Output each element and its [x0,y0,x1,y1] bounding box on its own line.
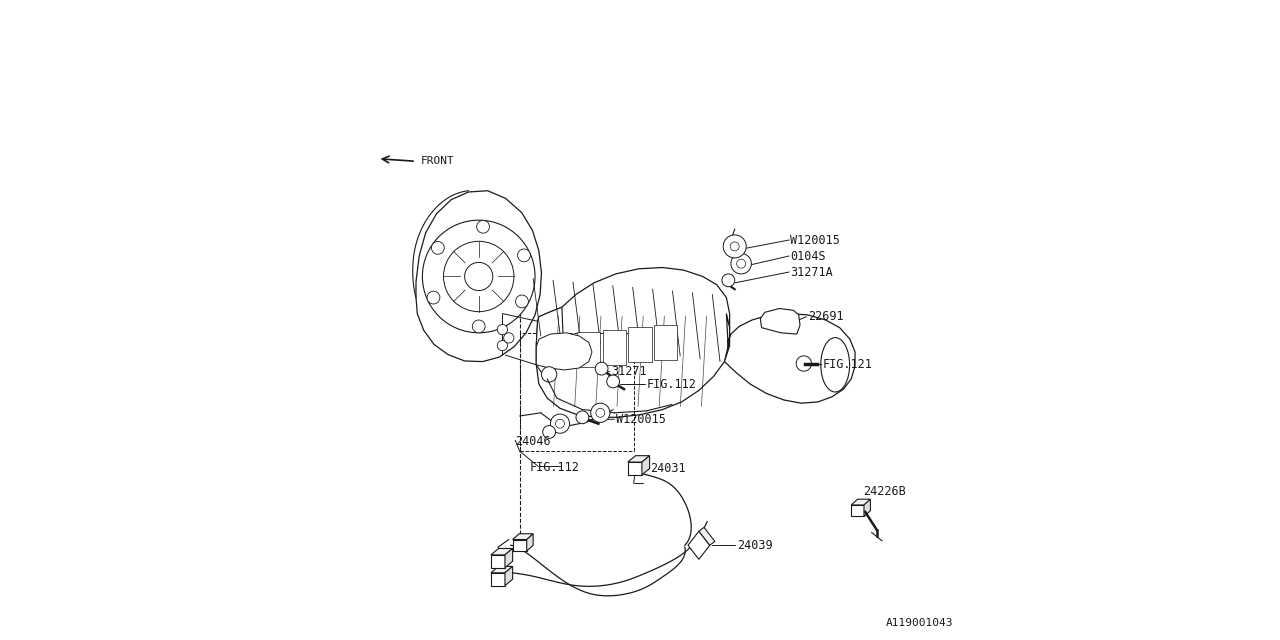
Bar [654,325,677,360]
Circle shape [590,403,609,422]
Bar [628,327,652,362]
Circle shape [607,375,620,388]
Polygon shape [760,308,800,334]
Circle shape [472,320,485,333]
Circle shape [503,333,513,343]
Bar [577,332,600,367]
Text: A119001043: A119001043 [886,618,954,628]
Circle shape [550,414,570,433]
Text: 0104S: 0104S [791,250,826,262]
Circle shape [517,249,530,262]
Text: 24031: 24031 [650,462,686,475]
Circle shape [595,408,604,417]
Circle shape [422,220,535,333]
Circle shape [476,220,489,233]
Circle shape [723,235,746,258]
Polygon shape [699,527,714,545]
Polygon shape [527,534,534,551]
Text: 24039: 24039 [737,539,772,552]
Circle shape [444,241,515,312]
Polygon shape [627,456,650,462]
Circle shape [796,356,812,371]
Polygon shape [851,499,870,505]
Circle shape [541,367,557,382]
Circle shape [730,242,740,251]
Text: 24046: 24046 [516,435,550,448]
Polygon shape [864,499,870,516]
Circle shape [497,340,507,351]
Text: 22691: 22691 [808,310,844,323]
Text: 24226B: 24226B [863,485,905,498]
Bar [492,573,506,586]
Circle shape [428,291,440,304]
Bar [627,462,641,475]
Bar [603,330,626,365]
Circle shape [722,274,735,287]
Circle shape [431,241,444,254]
Circle shape [576,411,589,424]
Polygon shape [512,534,534,540]
Circle shape [731,253,751,274]
Text: 31271A: 31271A [791,266,833,278]
Text: W120015: W120015 [616,413,666,426]
Circle shape [497,324,507,335]
Text: FRONT: FRONT [421,156,454,166]
Polygon shape [536,314,730,417]
Circle shape [736,259,745,268]
Circle shape [465,262,493,291]
Circle shape [556,419,564,428]
Circle shape [543,426,556,438]
Polygon shape [536,307,563,374]
Bar [512,540,527,551]
Polygon shape [416,191,541,362]
Text: FIG.112: FIG.112 [530,461,580,474]
Polygon shape [536,333,591,370]
Bar [492,555,506,568]
Text: W120015: W120015 [791,234,840,246]
Polygon shape [643,456,650,475]
Polygon shape [538,268,730,366]
Polygon shape [506,548,513,568]
Circle shape [595,362,608,375]
Polygon shape [689,531,709,559]
Polygon shape [506,566,513,586]
Circle shape [516,295,529,308]
Text: 31271: 31271 [612,365,646,378]
Polygon shape [492,548,513,555]
Text: FIG.121: FIG.121 [823,358,873,371]
Polygon shape [724,314,855,403]
Text: FIG.112: FIG.112 [646,378,696,390]
Polygon shape [492,566,513,573]
Bar [851,505,864,516]
